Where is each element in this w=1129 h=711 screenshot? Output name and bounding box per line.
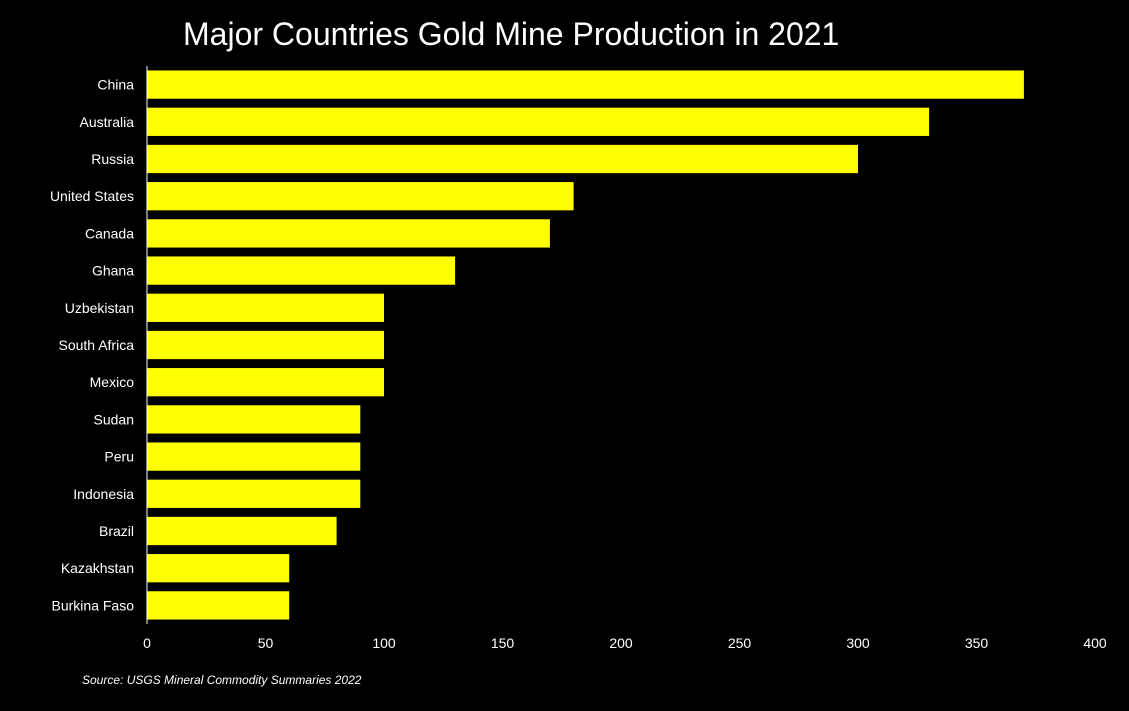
bar-uzbekistan [147, 293, 384, 322]
bar-peru [147, 442, 361, 471]
bar-ghana [147, 256, 456, 285]
bar-canada [147, 219, 550, 248]
category-label-russia: Russia [91, 151, 134, 167]
source-note: Source: USGS Mineral Commodity Summaries… [82, 673, 362, 687]
bar-australia [147, 107, 930, 136]
bar-russia [147, 144, 858, 174]
bar-south-africa [147, 330, 384, 360]
category-label-canada: Canada [85, 225, 134, 241]
category-label-uzbekistan: Uzbekistan [65, 300, 134, 316]
bar-indonesia [147, 479, 361, 508]
category-label-mexico: Mexico [90, 374, 135, 390]
category-label-china: China [97, 77, 134, 93]
x-tick-label-150: 150 [491, 635, 515, 651]
category-label-kazakhstan: Kazakhstan [61, 560, 134, 576]
category-label-ghana: Ghana [92, 263, 134, 279]
category-label-burkina-faso: Burkina Faso [52, 597, 135, 613]
x-tick-label-0: 0 [143, 635, 151, 651]
category-label-south-africa: South Africa [59, 337, 135, 353]
category-label-brazil: Brazil [99, 523, 134, 539]
x-tick-label-350: 350 [965, 635, 989, 651]
x-tick-label-250: 250 [728, 635, 752, 651]
x-tick-label-300: 300 [846, 635, 870, 651]
x-tick-label-50: 50 [258, 635, 274, 651]
x-tick-label-200: 200 [609, 635, 633, 651]
bar-kazakhstan [147, 554, 290, 583]
bar-burkina-faso [147, 591, 290, 620]
bar-united-states [147, 182, 574, 211]
category-label-peru: Peru [104, 449, 134, 465]
category-label-australia: Australia [80, 114, 135, 130]
x-tick-label-100: 100 [372, 635, 396, 651]
category-label-sudan: Sudan [94, 411, 134, 427]
chart-title: Major Countries Gold Mine Production in … [183, 16, 840, 52]
bar-china [147, 70, 1024, 99]
bar-sudan [147, 405, 361, 434]
category-label-indonesia: Indonesia [73, 486, 134, 502]
x-tick-label-400: 400 [1083, 635, 1107, 651]
bar-brazil [147, 516, 337, 546]
bar-mexico [147, 368, 384, 397]
category-label-united-states: United States [50, 188, 134, 204]
